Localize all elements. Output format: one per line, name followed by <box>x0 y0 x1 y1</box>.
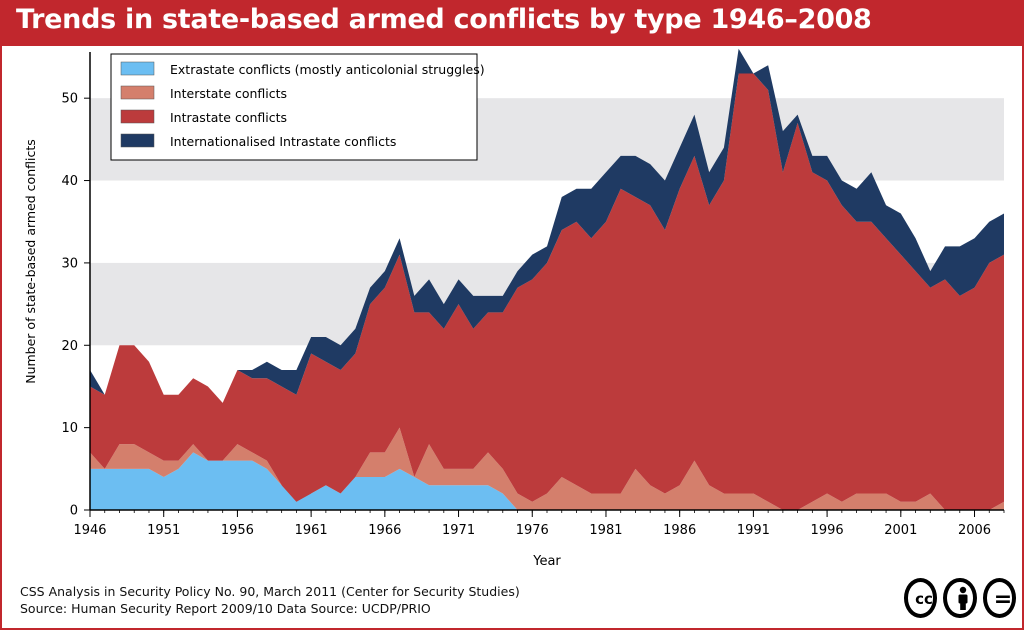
title-bar: Trends in state-based armed conflicts by… <box>0 0 1024 46</box>
y-tick-label: 50 <box>61 92 78 107</box>
x-tick-label: 1946 <box>73 523 106 538</box>
x-axis-title: Year <box>532 554 561 569</box>
nd-icon-text: = <box>993 587 1011 612</box>
x-tick-label: 1996 <box>811 523 844 538</box>
x-tick-label: 1956 <box>221 523 254 538</box>
y-tick-label: 10 <box>61 421 78 436</box>
legend-box <box>110 53 478 161</box>
x-tick-label: 1971 <box>442 523 475 538</box>
y-tick-label: 20 <box>61 339 78 354</box>
x-tick-label: 1986 <box>663 523 696 538</box>
legend-label: Intrastate conflicts <box>170 110 287 125</box>
license-badges: cc = <box>904 578 1016 622</box>
legend-swatch <box>120 85 155 100</box>
footer-citation: CSS Analysis in Security Policy No. 90, … <box>20 584 520 599</box>
cc-icon: cc <box>904 578 938 618</box>
y-tick-label: 40 <box>61 174 78 189</box>
legend-swatch <box>120 109 155 124</box>
x-tick-label: 1991 <box>737 523 770 538</box>
x-tick-label: 2006 <box>958 523 991 538</box>
nd-no-derivatives-icon: = <box>982 578 1016 618</box>
legend-label: Internationalised Intrastate conflicts <box>170 134 396 149</box>
x-tick-label: 2001 <box>884 523 917 538</box>
legend: Extrastate conflicts (mostly anticolonia… <box>110 53 485 161</box>
y-axis-title: Number of state-based armed conflicts <box>23 139 38 384</box>
y-tick-label: 0 <box>70 504 78 519</box>
x-tick-label: 1976 <box>516 523 549 538</box>
legend-label: Interstate conflicts <box>170 86 287 101</box>
legend-swatch <box>120 61 155 76</box>
legend-swatch <box>120 133 155 148</box>
footer-source: Source: Human Security Report 2009/10 Da… <box>20 601 431 616</box>
x-tick-label: 1981 <box>589 523 622 538</box>
by-attribution-icon <box>943 578 977 618</box>
series-area-3 <box>90 73 1004 511</box>
series-area-1 <box>90 452 1004 510</box>
x-tick-label: 1961 <box>295 523 328 538</box>
legend-label: Extrastate conflicts (mostly anticolonia… <box>170 62 485 77</box>
cc-icon-text: cc <box>915 590 933 608</box>
x-tick-label: 1951 <box>147 523 180 538</box>
y-tick-label: 30 <box>61 256 78 271</box>
x-tick-label: 1966 <box>368 523 401 538</box>
chart-title: Trends in state-based armed conflicts by… <box>16 4 872 35</box>
